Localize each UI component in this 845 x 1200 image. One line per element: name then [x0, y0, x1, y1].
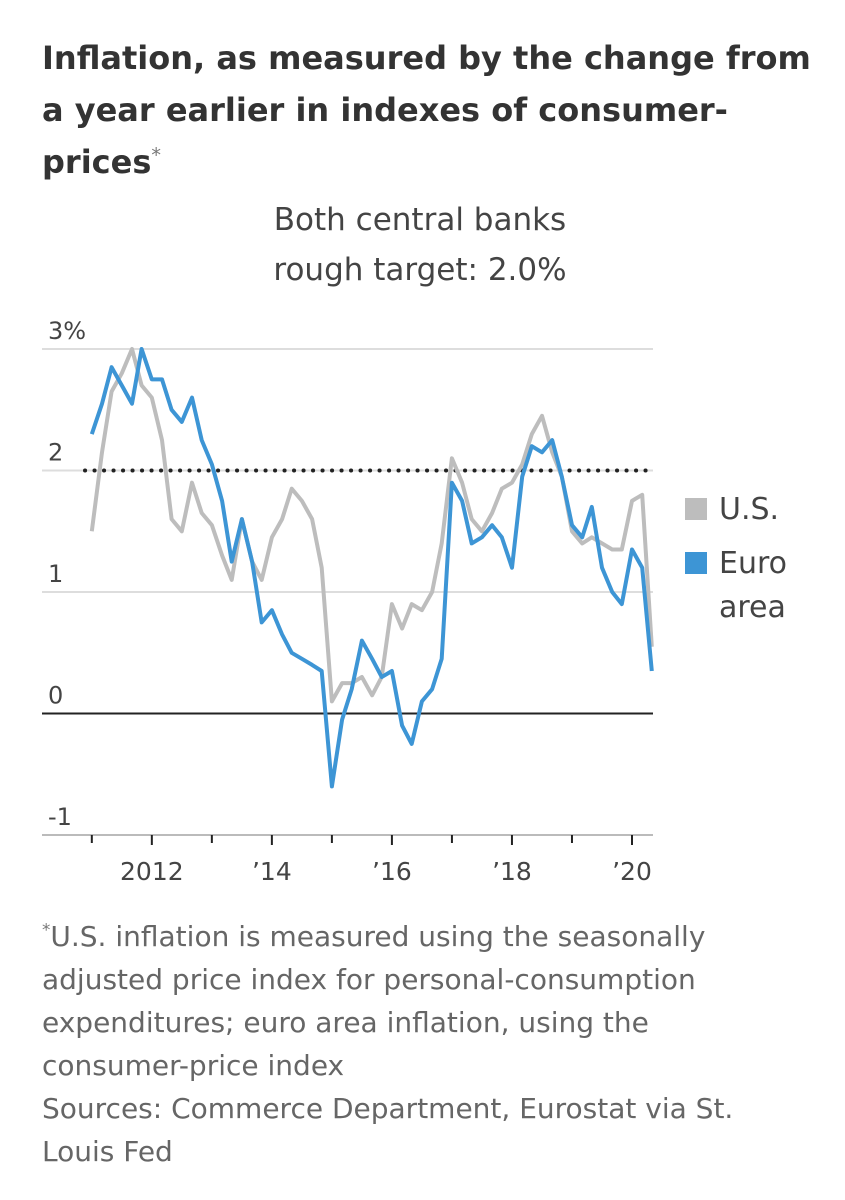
annotation: rough target: 2.0% — [273, 252, 566, 288]
legend: U.S. Euro area — [685, 488, 835, 640]
note-text: U.S. inflation is measured using the sea… — [42, 920, 706, 1082]
chart-title: Inflation, as measured by the change fro… — [42, 32, 822, 188]
annotation: Both central banks — [274, 202, 566, 238]
legend-item: U.S. — [685, 488, 835, 532]
y-tick-label: 0 — [48, 682, 63, 710]
legend-swatch — [685, 552, 707, 574]
title-marker: * — [151, 143, 161, 167]
sources: Sources: Commerce Department, Eurostat v… — [42, 1092, 734, 1168]
series-line — [89, 347, 654, 704]
y-tick-label: 1 — [48, 560, 63, 588]
series-line — [89, 347, 654, 789]
x-tick-label: ’20 — [612, 857, 652, 886]
legend-swatch — [685, 498, 707, 520]
title-text: Inflation, as measured by the change fro… — [42, 39, 811, 181]
x-tick-label: ’14 — [252, 857, 292, 886]
note-marker: * — [42, 919, 51, 940]
x-tick-label: 2012 — [120, 857, 184, 886]
legend-label: Euro area — [719, 546, 787, 625]
legend-label: U.S. — [719, 492, 780, 527]
chart: Both central banks rough target: 2.0% 3% 2 1… — [42, 202, 655, 886]
notes: *U.S. inflation is measured using the se… — [42, 915, 782, 1173]
footnote: *U.S. inflation is measured using the se… — [42, 915, 782, 1087]
y-tick-label: 2 — [48, 439, 63, 467]
legend-item: Euro area — [685, 542, 835, 630]
x-tick-label: ’18 — [492, 857, 532, 886]
y-tick-label: 3% — [48, 317, 86, 345]
x-tick-label: ’16 — [372, 857, 412, 886]
y-tick-label: -1 — [48, 803, 72, 831]
